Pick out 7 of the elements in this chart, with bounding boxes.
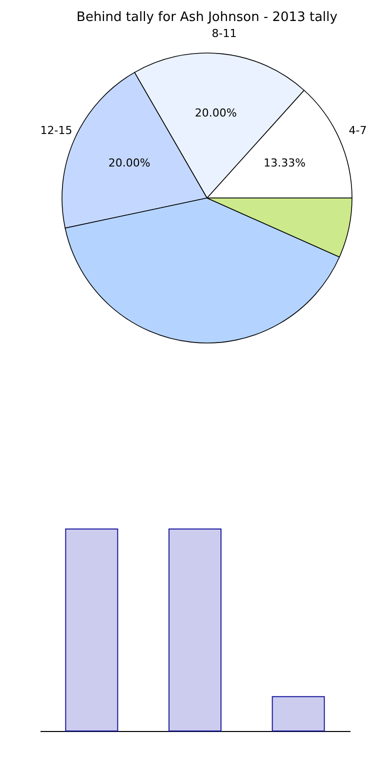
data-label: 13.33% (264, 156, 306, 170)
slice-label: 4-7 (348, 124, 367, 137)
slice-label: 8-11 (212, 26, 237, 40)
data-label: 20.00% (194, 106, 237, 120)
slice-label: 12-15 (40, 124, 72, 137)
data-label: 20.00% (108, 156, 150, 170)
chart-title: Behind tally for Ash Johnson - 2013 tally (76, 10, 338, 25)
